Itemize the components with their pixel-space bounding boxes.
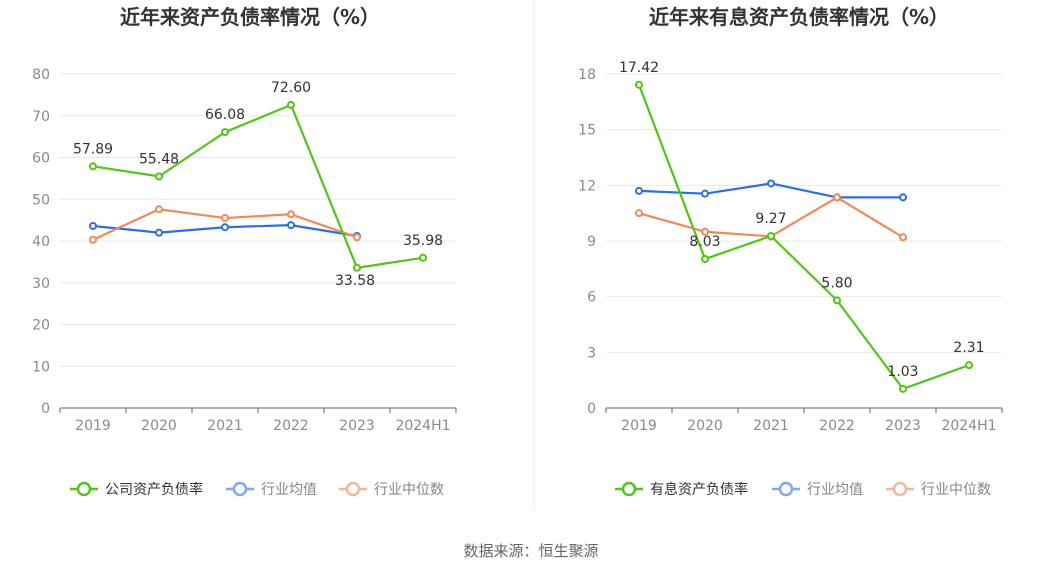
legend-label: 行业中位数 [921, 482, 991, 498]
data-point[interactable] [899, 233, 907, 242]
y-tick-label: 60 [32, 151, 50, 167]
y-tick-label: 12 [578, 178, 596, 194]
data-point[interactable] [155, 228, 163, 237]
legend-label: 有息资产负债率 [650, 481, 748, 498]
data-point[interactable] [965, 361, 973, 370]
data-source-note: 数据来源：恒生聚源 [463, 542, 598, 560]
data-label: 8.03 [689, 234, 720, 250]
data-point[interactable] [767, 231, 775, 240]
data-point[interactable] [221, 128, 229, 137]
data-label: 66.08 [205, 107, 245, 123]
legend-marker-icon [232, 481, 248, 497]
data-point[interactable] [701, 227, 709, 236]
data-point[interactable] [353, 233, 361, 242]
legend-marker-icon [621, 481, 637, 497]
data-label: 9.27 [755, 211, 786, 227]
data-point[interactable] [287, 221, 295, 230]
x-tick-label: 2022 [819, 418, 855, 434]
x-tick-label: 2021 [753, 418, 789, 434]
y-tick-label: 3 [587, 345, 596, 361]
legend-label: 行业均值 [807, 482, 863, 498]
legend-marker-icon [76, 481, 92, 497]
y-tick-label: 6 [587, 290, 596, 306]
data-label: 2.31 [953, 340, 984, 356]
data-point[interactable] [701, 189, 709, 198]
data-point[interactable] [89, 221, 97, 230]
chart-debt-ratio: 近年来资产负债率情况（%） 0 10 20 30 40 50 60 70 80 2019 2020 20… [32, 5, 457, 498]
y-tick-label: 0 [587, 401, 596, 417]
x-tick-label: 2023 [339, 418, 375, 434]
data-point[interactable] [89, 235, 97, 244]
y-tick-label: 30 [32, 276, 50, 292]
legend-item-2[interactable]: 行业中位数 [339, 481, 444, 498]
x-tick-label: 2024H1 [941, 418, 996, 434]
data-label: 55.48 [139, 151, 179, 167]
x-tick-label: 2024H1 [395, 418, 450, 434]
x-tick-label: 2022 [273, 418, 309, 434]
y-tick-label: 15 [578, 123, 596, 139]
data-point[interactable] [221, 223, 229, 232]
data-point[interactable] [419, 253, 427, 262]
legend-item-2[interactable]: 行业中位数 [886, 481, 991, 498]
x-tick-label: 2023 [885, 418, 921, 434]
legend-marker-icon [892, 481, 908, 497]
series-line-0 [637, 84, 970, 390]
data-point[interactable] [833, 193, 841, 202]
chart-title: 近年来有息资产负债率情况（%） [649, 5, 949, 29]
y-tick-label: 9 [587, 234, 596, 250]
data-label: 17.42 [619, 60, 659, 76]
y-tick-label: 0 [41, 401, 50, 417]
x-tick-label: 2020 [141, 418, 177, 434]
data-point[interactable] [767, 179, 775, 188]
data-point[interactable] [635, 186, 643, 195]
data-point[interactable] [287, 210, 295, 219]
data-point[interactable] [833, 296, 841, 305]
data-point[interactable] [221, 214, 229, 223]
legend-label: 行业均值 [261, 482, 317, 498]
y-tick-label: 50 [32, 192, 50, 208]
y-tick-label: 80 [32, 67, 50, 83]
x-tick-label: 2021 [207, 418, 243, 434]
y-tick-label: 18 [578, 67, 596, 83]
y-tick-label: 10 [32, 359, 50, 375]
x-tick-label: 2019 [621, 418, 657, 434]
legend-label: 公司资产负债率 [105, 481, 203, 498]
legend-marker-icon [778, 481, 794, 497]
data-label: 72.60 [271, 80, 311, 96]
data-point[interactable] [899, 384, 907, 393]
legend-item-0[interactable]: 有息资产负债率 [615, 481, 748, 498]
data-label: 33.58 [335, 273, 375, 289]
legend-label: 行业中位数 [374, 482, 444, 498]
chart-title: 近年来资产负债率情况（%） [120, 5, 380, 29]
data-point[interactable] [635, 80, 643, 89]
legend-item-0[interactable]: 公司资产负债率 [70, 481, 203, 498]
data-point[interactable] [287, 100, 295, 109]
data-point[interactable] [635, 209, 643, 218]
chart-interest-debt-ratio: 近年来有息资产负债率情况（%） 0 3 6 9 12 15 18 2019 2020 2021 202… [578, 5, 1003, 498]
data-point[interactable] [155, 205, 163, 214]
data-label: 5.80 [821, 275, 852, 291]
data-label: 35.98 [403, 233, 443, 249]
data-point[interactable] [155, 172, 163, 181]
data-point[interactable] [899, 193, 907, 202]
y-tick-label: 20 [32, 318, 50, 334]
data-point[interactable] [701, 254, 709, 263]
x-tick-label: 2019 [75, 418, 111, 434]
y-tick-label: 40 [32, 234, 50, 250]
data-label: 57.89 [73, 141, 113, 157]
data-point[interactable] [89, 162, 97, 171]
x-tick-label: 2020 [687, 418, 723, 434]
legend-item-1[interactable]: 行业均值 [772, 481, 863, 498]
legend-item-1[interactable]: 行业均值 [226, 481, 317, 498]
data-point[interactable] [353, 263, 361, 272]
data-label: 1.03 [887, 364, 918, 380]
legend-marker-icon [345, 481, 361, 497]
series-line-0 [92, 103, 424, 269]
y-tick-label: 70 [32, 109, 50, 125]
